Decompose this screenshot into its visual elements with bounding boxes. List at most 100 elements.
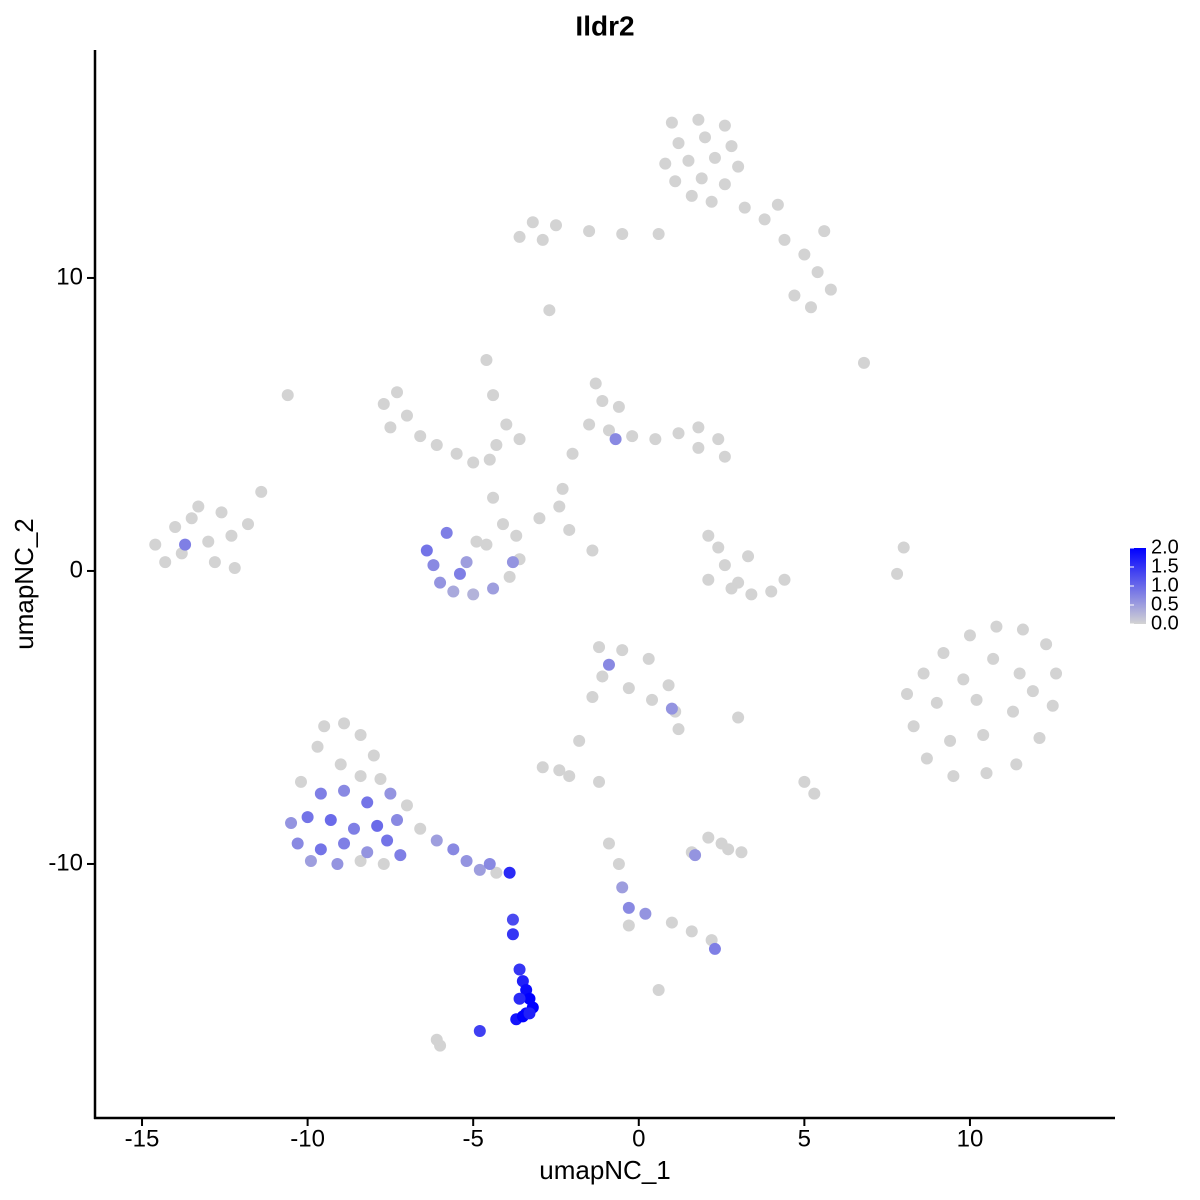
cell-point xyxy=(347,822,360,835)
cell-point xyxy=(692,421,705,434)
cell-point xyxy=(414,822,427,835)
y-tick-label: 0 xyxy=(70,556,83,583)
cell-point xyxy=(778,233,791,246)
cell-point xyxy=(735,846,748,859)
cell-point xyxy=(1016,623,1029,636)
cell-point xyxy=(695,172,708,185)
cell-point xyxy=(553,500,566,513)
cell-point xyxy=(682,154,695,167)
cell-point xyxy=(652,983,665,996)
cell-point xyxy=(765,585,778,598)
cell-point xyxy=(745,588,758,601)
cell-point xyxy=(361,846,374,859)
colorbar-tick-label: 0.5 xyxy=(1151,593,1179,615)
cell-point xyxy=(622,919,635,932)
cell-point xyxy=(149,538,162,551)
cell-point xyxy=(702,529,715,542)
cell-point xyxy=(371,819,384,832)
cell-point xyxy=(202,535,215,548)
cell-point xyxy=(712,433,725,446)
cell-point xyxy=(980,767,993,780)
cell-point xyxy=(510,529,523,542)
x-axis-title: umapNC_1 xyxy=(539,1155,671,1185)
cell-point xyxy=(808,787,821,800)
cell-point xyxy=(1040,638,1053,651)
cell-point xyxy=(301,811,314,824)
y-tick-label: 10 xyxy=(56,263,83,290)
cell-point xyxy=(702,573,715,586)
cell-point xyxy=(381,834,394,847)
cell-point xyxy=(400,409,413,422)
cell-point xyxy=(662,679,675,692)
cell-point xyxy=(602,837,615,850)
cell-point xyxy=(920,752,933,765)
cell-point xyxy=(725,140,738,153)
cell-point xyxy=(626,430,639,443)
cell-point xyxy=(503,570,516,583)
cell-point xyxy=(963,629,976,642)
cell-point xyxy=(583,418,596,431)
cell-point xyxy=(712,541,725,554)
cell-point xyxy=(593,641,606,654)
cell-point xyxy=(394,849,407,862)
cell-point xyxy=(553,764,566,777)
cell-point xyxy=(563,523,576,536)
cell-point xyxy=(354,729,367,742)
cell-point xyxy=(665,702,678,715)
cell-point xyxy=(338,784,351,797)
cell-point xyxy=(742,550,755,563)
cell-point xyxy=(957,673,970,686)
cell-point xyxy=(699,131,712,144)
cell-point xyxy=(616,881,629,894)
colorbar-tick-label: 0.0 xyxy=(1151,612,1179,634)
cell-point xyxy=(384,421,397,434)
cell-point xyxy=(804,301,817,314)
cell-point xyxy=(314,787,327,800)
cell-point xyxy=(901,688,914,701)
chart-title: Ildr2 xyxy=(575,10,634,41)
cell-point xyxy=(192,500,205,513)
cell-point xyxy=(669,175,682,188)
cell-point xyxy=(427,559,440,572)
x-tick-label: 5 xyxy=(798,1125,811,1152)
cell-point xyxy=(391,814,404,827)
cell-point xyxy=(612,400,625,413)
cell-point xyxy=(490,866,503,879)
cell-point xyxy=(506,556,519,569)
cell-point xyxy=(304,855,317,868)
cell-point xyxy=(331,857,344,870)
cell-point xyxy=(732,160,745,173)
cell-point xyxy=(944,734,957,747)
cell-point xyxy=(354,770,367,783)
cell-point xyxy=(447,843,460,856)
cell-point xyxy=(947,770,960,783)
cell-point xyxy=(377,397,390,410)
cell-point xyxy=(506,928,519,941)
cell-point xyxy=(526,216,539,229)
cell-point xyxy=(453,567,466,580)
cell-point xyxy=(718,178,731,191)
x-tick-label: 10 xyxy=(957,1125,984,1152)
cell-point xyxy=(487,582,500,595)
cell-point xyxy=(460,556,473,569)
cell-point xyxy=(583,225,596,238)
cell-point xyxy=(549,219,562,232)
cell-point xyxy=(420,544,433,557)
cell-point xyxy=(497,518,509,531)
cell-point xyxy=(692,441,705,454)
cell-point xyxy=(970,693,983,706)
cell-point xyxy=(715,837,728,850)
cell-point xyxy=(642,652,655,665)
cell-point xyxy=(602,658,615,671)
cell-point xyxy=(977,729,990,742)
cell-point xyxy=(377,857,390,870)
cell-point xyxy=(543,304,556,317)
cell-point xyxy=(338,837,351,850)
cell-point xyxy=(907,720,920,733)
cell-point xyxy=(536,761,549,774)
cell-point xyxy=(506,913,519,926)
cell-point xyxy=(824,283,837,296)
cell-point xyxy=(596,395,609,408)
cell-point xyxy=(586,690,599,703)
